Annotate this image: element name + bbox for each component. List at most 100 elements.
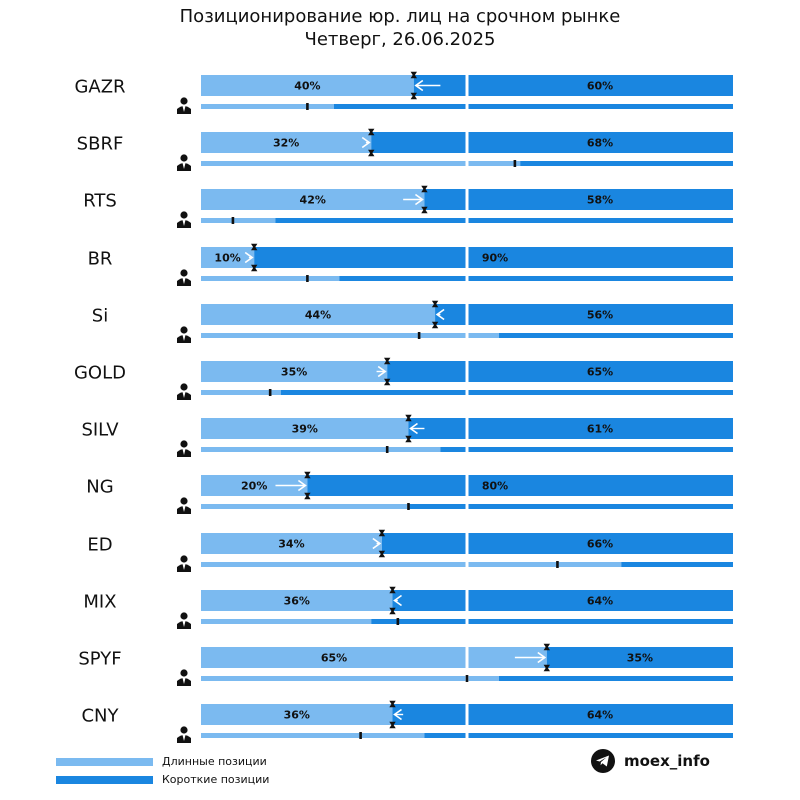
mid-divider [465, 532, 469, 555]
category-label: Si [92, 306, 108, 327]
short-bar [392, 590, 733, 611]
change-arrow-head [414, 193, 424, 206]
individuals-short-bar [498, 676, 733, 681]
mid-divider [465, 131, 469, 154]
short-bar [254, 247, 733, 268]
category-label: SPYF [78, 649, 121, 670]
category-label: CNY [81, 706, 119, 727]
category-label: NG [86, 477, 113, 498]
short-bar [387, 361, 733, 382]
long-percent-label: 42% [300, 194, 326, 207]
short-bar [381, 533, 733, 554]
individuals-short-bar [621, 562, 733, 567]
mid-divider [465, 360, 469, 383]
person-icon-head [180, 497, 188, 505]
individuals-short-bar [498, 333, 733, 338]
split-marker-top [389, 700, 396, 708]
individuals-short-bar [440, 447, 733, 452]
person-icon-head [180, 726, 188, 734]
legend-label-short: Короткие позиции [162, 773, 270, 786]
long-bar [201, 704, 393, 725]
category-label: GAZR [74, 77, 125, 98]
split-marker-bottom [389, 721, 396, 729]
individuals-long-bar [201, 504, 409, 509]
short-percent-label: 64% [587, 595, 613, 608]
person-icon-tie [182, 392, 186, 398]
individuals-marker [306, 103, 309, 110]
person-icon-head [180, 555, 188, 563]
short-bar [371, 132, 733, 153]
legend-label-long: Длинные позиции [162, 755, 267, 768]
person-icon-tie [182, 621, 186, 627]
person-icon-tie [182, 678, 186, 684]
split-marker-top [389, 586, 396, 594]
short-percent-label: 65% [587, 366, 613, 379]
change-arrow-head [537, 651, 547, 664]
person-icon-tie [182, 106, 186, 112]
category-label: SBRF [77, 134, 124, 155]
long-bar [201, 247, 255, 268]
chart-subtitle: Четверг, 26.06.2025 [304, 29, 496, 50]
individuals-mid-divider [465, 160, 469, 167]
long-bar [201, 590, 393, 611]
short-percent-label: 66% [587, 538, 613, 551]
split-marker-bottom [410, 92, 417, 100]
change-arrow-head [409, 422, 418, 435]
individuals-long-bar [201, 676, 499, 681]
long-percent-label: 35% [281, 366, 307, 379]
individuals-mid-divider [465, 389, 469, 396]
short-percent-label: 35% [627, 652, 653, 665]
split-marker-top [304, 471, 311, 479]
person-icon-tie [182, 163, 186, 169]
split-marker-top [384, 357, 391, 365]
individuals-long-bar [201, 619, 372, 624]
mid-divider [465, 74, 469, 97]
individuals-mid-divider [465, 275, 469, 282]
split-marker-top [378, 529, 386, 537]
long-percent-label: 44% [305, 309, 331, 322]
change-arrow-head [244, 251, 254, 264]
person-icon-head [180, 326, 188, 334]
individuals-long-bar [201, 390, 281, 395]
individuals-marker [385, 446, 389, 453]
change-arrow-head [435, 308, 445, 321]
short-percent-label: 90% [482, 252, 508, 265]
split-marker-top [431, 300, 439, 308]
short-percent-label: 56% [587, 309, 613, 322]
category-label: RTS [83, 191, 117, 212]
category-label: GOLD [74, 363, 126, 384]
individuals-mid-divider [465, 446, 469, 453]
short-bar [435, 304, 733, 325]
brand-name: moex_info [624, 752, 710, 770]
person-icon-head [180, 269, 188, 277]
individuals-short-bar [371, 619, 733, 624]
telegram-icon [591, 749, 615, 773]
short-percent-label: 64% [587, 709, 613, 722]
mid-divider [465, 246, 469, 269]
split-marker-bottom [378, 550, 386, 558]
individuals-long-bar [201, 333, 499, 338]
individuals-marker [556, 561, 559, 568]
category-label: SILV [81, 420, 119, 441]
person-icon-head [180, 440, 188, 448]
person-icon-head [180, 383, 188, 391]
individuals-long-bar [201, 562, 622, 567]
split-marker-bottom [543, 664, 550, 672]
split-marker-top [368, 128, 375, 136]
individuals-short-bar [339, 276, 733, 281]
short-percent-label: 68% [587, 137, 613, 150]
long-bar [201, 418, 409, 439]
person-icon-tie [182, 735, 186, 741]
individuals-mid-divider [465, 332, 469, 339]
category-label: BR [88, 249, 113, 270]
long-percent-label: 36% [284, 709, 310, 722]
split-marker-bottom [405, 435, 412, 443]
individuals-long-bar [201, 447, 441, 452]
long-percent-label: 20% [241, 480, 267, 493]
split-marker-top [405, 414, 412, 422]
category-label: MIX [83, 592, 116, 613]
individuals-marker [359, 732, 362, 739]
split-marker-bottom [384, 378, 391, 386]
individuals-marker [231, 217, 235, 224]
long-percent-label: 65% [321, 652, 347, 665]
